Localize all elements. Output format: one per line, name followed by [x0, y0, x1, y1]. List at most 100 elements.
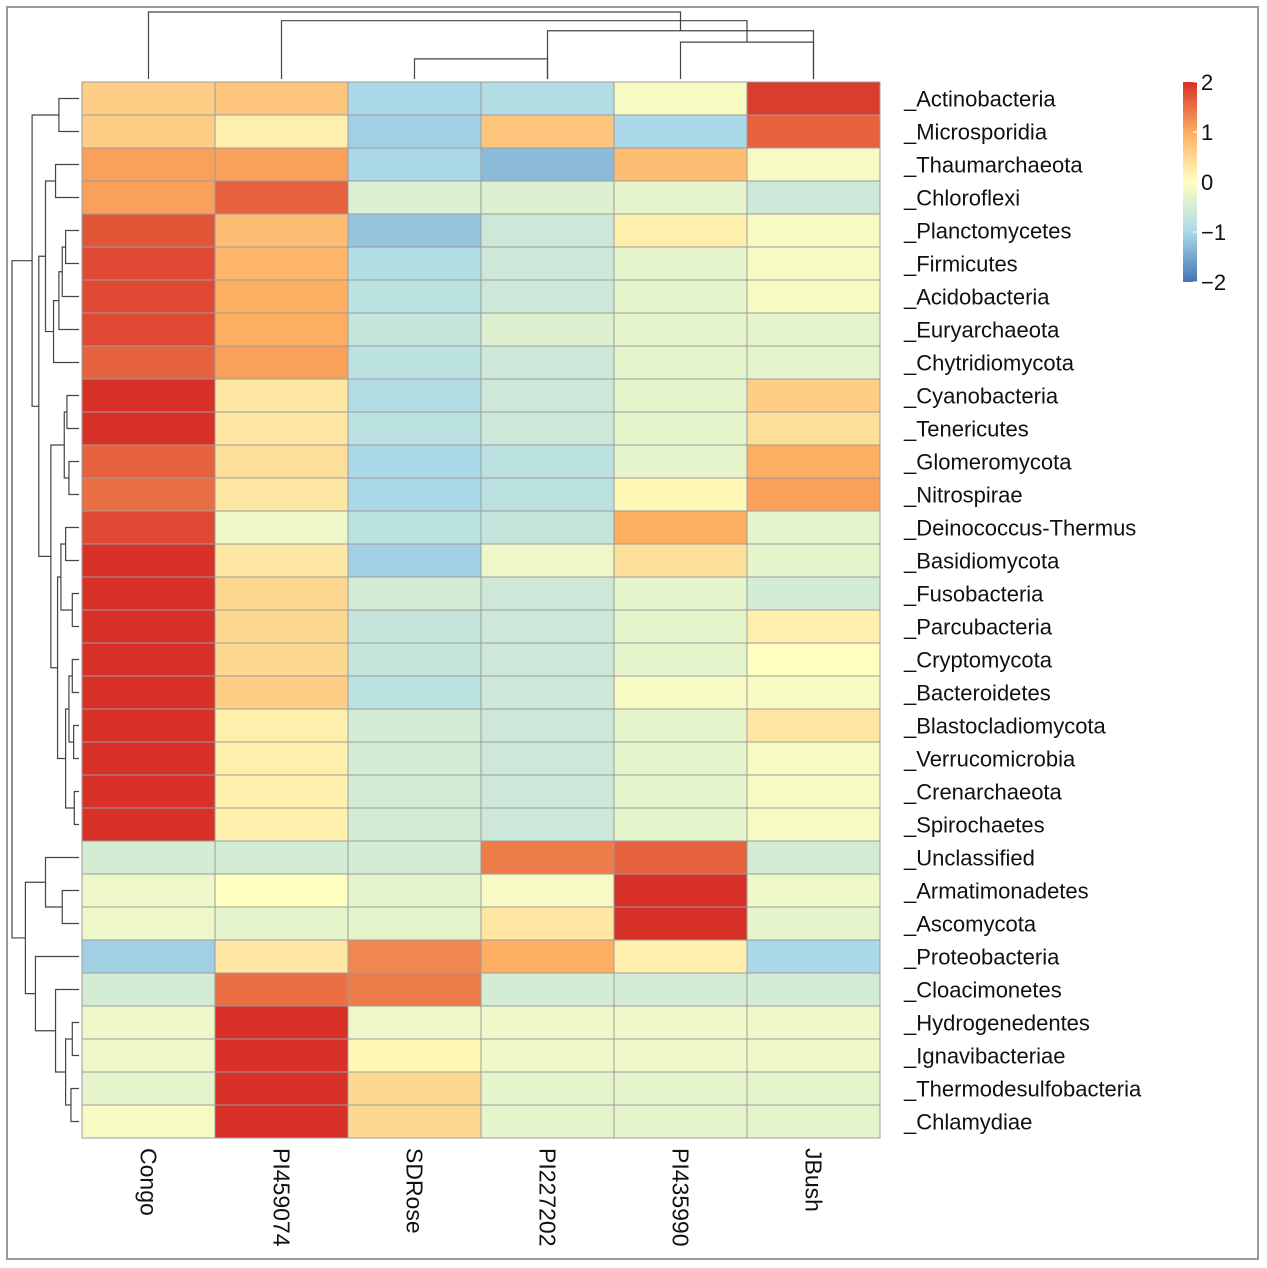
heatmap-cell [746, 873, 881, 908]
row-label: _Hydrogenedentes [903, 1011, 1090, 1036]
heatmap-cell [746, 741, 881, 776]
heatmap-cell [746, 180, 881, 215]
heatmap-cell [347, 972, 482, 1007]
heatmap-cell [347, 180, 482, 215]
legend-tick-label: 1 [1201, 120, 1213, 145]
row-label: _Spirochaetes [903, 813, 1045, 838]
row-label: _Thaumarchaeota [903, 153, 1083, 178]
heatmap-cell [613, 1038, 748, 1073]
heatmap-cell [746, 411, 881, 446]
row-dendrogram-branch [70, 1087, 79, 1123]
row-dendrogram [11, 97, 79, 1123]
heatmap-cells [81, 81, 881, 1139]
heatmap-cell [81, 411, 216, 446]
heatmap-cell [81, 576, 216, 611]
heatmap-cell [480, 675, 615, 710]
heatmap-cell [81, 972, 216, 1007]
heatmap-cell [480, 642, 615, 677]
row-label: _Cloacimonetes [903, 978, 1062, 1003]
row-dendrogram-branch [65, 708, 75, 809]
row-dendrogram-branch [68, 460, 79, 496]
heatmap-cell [613, 147, 748, 182]
heatmap-cell [347, 114, 482, 149]
heatmap-cell [480, 510, 615, 545]
heatmap-cell [81, 345, 216, 380]
row-label: _Tenericutes [903, 417, 1029, 442]
heatmap-cell [613, 642, 748, 677]
column-label: PI459074 [269, 1148, 295, 1247]
heatmap-cell [746, 609, 881, 644]
heatmap-cell [746, 1038, 881, 1073]
row-labels: _Actinobacteria _Microsporidia _Thaumarcha… [903, 87, 1142, 1135]
row-label: _Proteobacteria [903, 945, 1060, 970]
heatmap-cell [347, 378, 482, 413]
heatmap-cell [347, 708, 482, 743]
heatmap-cell [480, 1005, 615, 1040]
heatmap-cell [214, 213, 349, 248]
heatmap-cell [81, 1038, 216, 1073]
heatmap-cell [214, 114, 349, 149]
heatmap-cell [347, 906, 482, 941]
row-label: _Ascomycota [903, 912, 1037, 937]
heatmap-cell [347, 1038, 482, 1073]
heatmap-cell [81, 1071, 216, 1106]
row-dendrogram-branch [61, 889, 79, 925]
heatmap-cell [480, 609, 615, 644]
row-dendrogram-branch [68, 675, 74, 743]
row-label: _Unclassified [903, 846, 1035, 871]
heatmap-cell [347, 807, 482, 842]
heatmap-cell [746, 147, 881, 182]
heatmap-cell [746, 972, 881, 1007]
row-dendrogram-branch [56, 576, 66, 760]
heatmap-cell [746, 477, 881, 512]
heatmap-cell [347, 279, 482, 314]
heatmap-cell [480, 378, 615, 413]
heatmap-cell [746, 675, 881, 710]
heatmap-cell [347, 477, 482, 512]
row-label: _Euryarchaeota [903, 318, 1060, 343]
heatmap-cell [480, 477, 615, 512]
heatmap-cell [480, 213, 615, 248]
heatmap-cell [613, 840, 748, 875]
row-label: _Chytridiomycota [903, 351, 1075, 376]
heatmap-cell [480, 246, 615, 281]
heatmap-cell [347, 609, 482, 644]
heatmap-cell [214, 576, 349, 611]
heatmap-cell [347, 543, 482, 578]
heatmap-cell [746, 1071, 881, 1106]
heatmap-cell [746, 939, 881, 974]
row-dendrogram-branch [71, 592, 79, 628]
heatmap-cell [214, 411, 349, 446]
row-dendrogram-branch [54, 988, 79, 1073]
heatmap-cell [480, 444, 615, 479]
heatmap-cell [746, 840, 881, 875]
column-labels: Congo PI459074 SDRose PI227202 PI435990 JBush [136, 1148, 827, 1247]
heatmap-cell [613, 939, 748, 974]
heatmap-cell [81, 81, 216, 116]
heatmap-cell [81, 906, 216, 941]
heatmap-cell [480, 1104, 615, 1139]
heatmap-cell [347, 873, 482, 908]
heatmap-cell [613, 774, 748, 809]
row-dendrogram-branch [65, 526, 79, 562]
heatmap-cell [347, 444, 482, 479]
heatmap-cell [613, 873, 748, 908]
heatmap-cell [613, 246, 748, 281]
row-label: _Cryptomycota [903, 648, 1053, 673]
row-label: _Basidiomycota [903, 549, 1060, 574]
heatmap-cell [480, 114, 615, 149]
heatmap-cell [746, 543, 881, 578]
row-dendrogram-branch [34, 955, 79, 1032]
heatmap-cell [347, 774, 482, 809]
heatmap-cell [480, 411, 615, 446]
heatmap-cell [613, 477, 748, 512]
heatmap-cell [613, 1104, 748, 1139]
heatmap-cell [480, 345, 615, 380]
heatmap-cell [480, 906, 615, 941]
heatmap-cell [746, 312, 881, 347]
heatmap-cell [746, 510, 881, 545]
heatmap-cell [214, 609, 349, 644]
heatmap-cell [613, 411, 748, 446]
legend-tick-label: −2 [1201, 270, 1226, 295]
heatmap-cell [347, 81, 482, 116]
